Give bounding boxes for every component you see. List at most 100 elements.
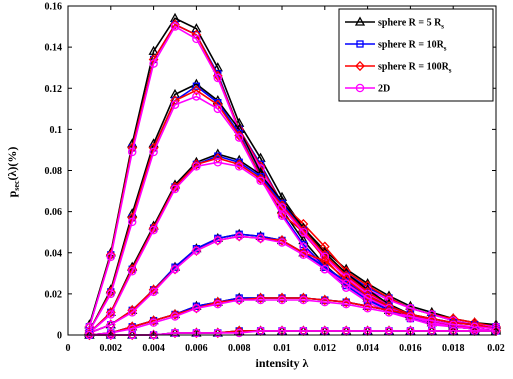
data-point-d2 xyxy=(427,326,437,336)
data-point-d2 xyxy=(277,238,287,247)
data-point-s100 xyxy=(362,301,373,312)
y-axis-label-rest: (λ)(%) xyxy=(5,147,19,181)
data-point-d2 xyxy=(234,162,244,171)
data-point-d2 xyxy=(256,326,265,336)
data-point-d2 xyxy=(192,328,201,338)
data-point-s100 xyxy=(191,85,202,96)
data-point-d2 xyxy=(320,297,330,307)
x-tick-label: 0.014 xyxy=(356,343,379,354)
y-tick-label: 0.16 xyxy=(45,2,63,13)
data-point-s100 xyxy=(212,296,223,308)
data-point-d2 xyxy=(127,267,137,276)
y-tick-label: 0.04 xyxy=(45,248,63,259)
data-point-s100 xyxy=(362,290,373,302)
legend-swatch-marker xyxy=(354,16,366,26)
x-tick-label: 0.008 xyxy=(228,343,251,354)
data-point-d2 xyxy=(299,295,308,305)
data-point-d2 xyxy=(299,326,308,336)
data-point-s100 xyxy=(170,19,180,30)
x-tick-label: 0.016 xyxy=(399,343,422,354)
legend-entry-s10: sphere R = 10Rs xyxy=(345,40,447,53)
data-point-d2 xyxy=(427,316,437,325)
data-point-d2 xyxy=(256,295,265,305)
legend-box xyxy=(338,8,494,102)
data-point-d2 xyxy=(234,232,244,241)
data-point-s100 xyxy=(341,296,352,308)
data-point-s100 xyxy=(148,315,159,326)
data-point-d2 xyxy=(127,308,137,317)
data-point-d2 xyxy=(192,162,201,171)
data-point-s100 xyxy=(234,159,245,170)
data-point-d2 xyxy=(106,310,116,319)
curves-layer xyxy=(84,12,502,341)
data-point-d2 xyxy=(170,100,180,109)
data-point-s100 xyxy=(298,292,309,304)
x-tick-label: 0.012 xyxy=(314,343,337,354)
data-point-s100 xyxy=(469,319,480,330)
data-point-d2 xyxy=(256,234,265,243)
y-axis-label: psec(λ)(%) xyxy=(5,147,21,198)
data-point-d2 xyxy=(170,264,180,274)
data-point-s100 xyxy=(170,309,180,320)
svg-text:psec(λ)(%): psec(λ)(%) xyxy=(5,147,21,198)
data-point-d2 xyxy=(213,104,223,114)
y-tick-label: 0.02 xyxy=(45,289,63,300)
data-point-d2 xyxy=(213,299,223,309)
y-tick-label: 0.08 xyxy=(45,166,63,177)
y-tick-label: 0 xyxy=(57,331,62,342)
data-point-d2 xyxy=(213,328,223,338)
data-point-d2 xyxy=(192,92,201,101)
data-point-s100 xyxy=(277,235,287,246)
data-point-d2 xyxy=(127,147,137,157)
data-point-d2 xyxy=(170,328,180,338)
data-point-d2 xyxy=(384,326,394,336)
data-point-d2 xyxy=(149,287,158,297)
data-point-d2 xyxy=(149,147,158,157)
data-point-s100 xyxy=(405,309,416,320)
legend-entry-d2: 2D xyxy=(345,84,390,95)
data-point-d2 xyxy=(170,22,180,31)
data-point-d2 xyxy=(470,326,479,336)
data-point-d2 xyxy=(149,318,158,327)
legend-entry-s100: sphere R = 100Rs xyxy=(345,60,452,75)
data-point-d2 xyxy=(277,295,287,305)
y-axis-label-sub: sec xyxy=(12,180,21,191)
data-point-s100 xyxy=(255,292,266,304)
data-point-d2 xyxy=(299,227,308,237)
data-point-d2 xyxy=(149,225,158,235)
data-point-d2 xyxy=(192,34,201,44)
x-tick-label: 0.01 xyxy=(273,343,291,354)
data-point-d2 xyxy=(277,203,287,212)
data-point-d2 xyxy=(341,299,351,309)
data-point-s10 xyxy=(192,82,201,90)
data-point-d2 xyxy=(213,73,223,83)
data-point-d2 xyxy=(384,308,394,317)
data-point-d2 xyxy=(170,312,180,321)
series-d2-group-5 xyxy=(85,295,501,340)
data-point-s100 xyxy=(277,292,287,304)
data-point-d2 xyxy=(106,252,116,262)
data-point-d2 xyxy=(234,328,244,338)
data-point-s5 xyxy=(148,45,159,55)
data-point-d2 xyxy=(149,59,158,68)
x-tick-label: 0.002 xyxy=(100,343,123,354)
y-axis-label-main: p xyxy=(5,190,19,197)
data-point-d2 xyxy=(127,217,137,227)
data-point-s100 xyxy=(255,173,266,184)
data-point-s100 xyxy=(298,247,309,258)
data-point-d2 xyxy=(363,304,372,313)
x-tick-label: 0.004 xyxy=(142,343,165,354)
legend-swatch-marker xyxy=(356,40,364,48)
y-tick-label: 0.06 xyxy=(45,207,63,218)
data-point-d2 xyxy=(234,133,244,142)
y-tick-label: 0.1 xyxy=(50,125,63,136)
y-tick-label: 0.14 xyxy=(45,43,63,54)
data-point-s100 xyxy=(384,305,394,316)
data-point-d2 xyxy=(192,304,201,313)
data-point-s100 xyxy=(426,313,437,324)
legend-label: 2D xyxy=(378,84,390,95)
data-point-d2 xyxy=(341,326,351,336)
data-point-d2 xyxy=(256,176,265,186)
data-point-d2 xyxy=(234,295,244,305)
